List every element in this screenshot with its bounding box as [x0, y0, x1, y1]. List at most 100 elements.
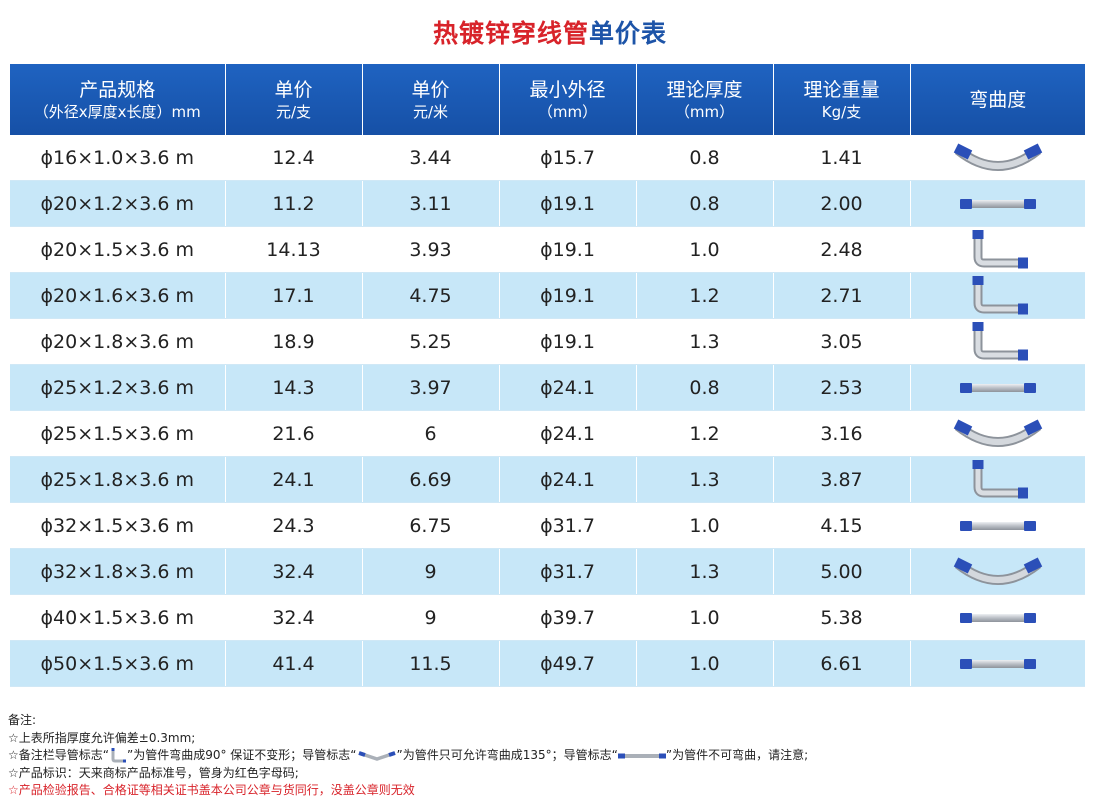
table-row: ϕ50×1.5×3.6 m 41.4 11.5 ϕ49.7 1.0 6.61 — [10, 640, 1085, 687]
price-meter-cell: 9 — [362, 594, 500, 641]
min-od-cell: ϕ31.7 — [499, 502, 637, 549]
price-meter-cell: 6.69 — [362, 456, 500, 503]
thickness-cell: 1.0 — [636, 502, 774, 549]
pipe-straight-icon — [959, 198, 1036, 209]
notes: 备注: ☆上表所指厚度允许偏差±0.3mm; ☆备注栏导管标志“ ”为管件弯曲成9… — [8, 712, 1093, 800]
bend-cell — [910, 410, 1085, 457]
table-row: ϕ20×1.8×3.6 m 18.9 5.25 ϕ19.1 1.3 3.05 — [10, 318, 1085, 365]
weight-cell: 4.15 — [773, 502, 911, 549]
thickness-cell: 1.0 — [636, 640, 774, 687]
weight-cell: 3.16 — [773, 410, 911, 457]
note-line-3: ☆产品标识：天来商标产品标准号，管身为红色字母码; — [8, 765, 299, 780]
spec-cell: ϕ20×1.5×3.6 m — [10, 226, 226, 273]
note-line-1: ☆上表所指厚度允许偏差±0.3mm; — [8, 730, 196, 745]
min-od-cell: ϕ39.7 — [499, 594, 637, 641]
thickness-cell: 0.8 — [636, 135, 774, 181]
price-meter-cell: 4.75 — [362, 272, 500, 319]
weight-cell: 3.87 — [773, 456, 911, 503]
pipe-straight-icon — [617, 753, 666, 758]
thickness-cell: 1.3 — [636, 456, 774, 503]
pipe-bend-135-icon — [953, 557, 1042, 585]
price-each-cell: 11.2 — [225, 180, 363, 227]
price-each-cell: 14.3 — [225, 364, 363, 411]
table-row: ϕ20×1.6×3.6 m 17.1 4.75 ϕ19.1 1.2 2.71 — [10, 272, 1085, 319]
price-each-cell: 18.9 — [225, 318, 363, 365]
price-each-cell: 41.4 — [225, 640, 363, 687]
weight-cell: 1.41 — [773, 135, 911, 181]
col-header-price-each: 单价 元/支 — [225, 64, 363, 135]
price-each-cell: 17.1 — [225, 272, 363, 319]
pipe-bend-135-icon — [953, 143, 1042, 171]
bend-cell — [910, 226, 1085, 273]
note-line-2: ☆备注栏导管标志“ ”为管件弯曲成90° 保证不变形；导管标志“ ”为管件只可允许弯… — [8, 747, 809, 762]
table-row: ϕ25×1.8×3.6 m 24.1 6.69 ϕ24.1 1.3 3.87 — [10, 456, 1085, 503]
price-table: 产品规格 （外径x厚度x长度）mm 单价 元/支 单价 元/米 最小外径 （mm） 理论… — [10, 64, 1085, 687]
bend-cell — [910, 364, 1085, 411]
bend-cell — [910, 180, 1085, 227]
min-od-cell: ϕ15.7 — [499, 135, 637, 181]
table-row: ϕ20×1.5×3.6 m 14.13 3.93 ϕ19.1 1.0 2.48 — [10, 226, 1085, 273]
weight-cell: 5.38 — [773, 594, 911, 641]
pipe-bend-90-icon — [972, 321, 1028, 360]
table-row: ϕ32×1.5×3.6 m 24.3 6.75 ϕ31.7 1.0 4.15 — [10, 502, 1085, 549]
price-each-cell: 12.4 — [225, 135, 363, 181]
bend-cell — [910, 318, 1085, 365]
price-each-cell: 24.1 — [225, 456, 363, 503]
col-header-price-meter: 单价 元/米 — [362, 64, 500, 135]
price-meter-cell: 9 — [362, 548, 500, 595]
table-header-row: 产品规格 （外径x厚度x长度）mm 单价 元/支 单价 元/米 最小外径 （mm） 理论… — [10, 64, 1085, 135]
note-line-4: ☆产品检验报告、合格证等相关证书盖本公司公章与货同行，没盖公章则无效 — [8, 783, 415, 797]
bend-cell — [910, 640, 1085, 687]
price-meter-cell: 11.5 — [362, 640, 500, 687]
spec-cell: ϕ16×1.0×3.6 m — [10, 135, 226, 181]
notes-heading: 备注: — [8, 713, 37, 727]
weight-cell: 5.00 — [773, 548, 911, 595]
weight-cell: 2.53 — [773, 364, 911, 411]
min-od-cell: ϕ24.1 — [499, 410, 637, 457]
bend-cell — [910, 548, 1085, 595]
table-row: ϕ25×1.2×3.6 m 14.3 3.97 ϕ24.1 0.8 2.53 — [10, 364, 1085, 411]
pipe-straight-icon — [959, 612, 1036, 623]
bend-cell — [910, 272, 1085, 319]
spec-cell: ϕ50×1.5×3.6 m — [10, 640, 226, 687]
pipe-bend-135-icon — [357, 750, 396, 761]
pipe-bend-135-icon — [953, 419, 1042, 447]
thickness-cell: 1.0 — [636, 594, 774, 641]
pipe-bend-90-icon — [972, 459, 1028, 498]
thickness-cell: 1.2 — [636, 410, 774, 457]
spec-cell: ϕ40×1.5×3.6 m — [10, 594, 226, 641]
page-title: 热镀锌穿线管单价表 — [0, 14, 1100, 50]
pipe-straight-icon — [959, 382, 1036, 393]
weight-cell: 2.00 — [773, 180, 911, 227]
spec-cell: ϕ20×1.6×3.6 m — [10, 272, 226, 319]
bend-cell — [910, 135, 1085, 181]
col-header-weight: 理论重量 Kg/支 — [773, 64, 911, 135]
price-meter-cell: 6.75 — [362, 502, 500, 549]
title-part2: 单价表 — [589, 19, 668, 48]
thickness-cell: 1.3 — [636, 318, 774, 365]
table-row: ϕ20×1.2×3.6 m 11.2 3.11 ϕ19.1 0.8 2.00 — [10, 180, 1085, 227]
weight-cell: 2.48 — [773, 226, 911, 273]
spec-cell: ϕ20×1.8×3.6 m — [10, 318, 226, 365]
spec-cell: ϕ32×1.5×3.6 m — [10, 502, 226, 549]
thickness-cell: 1.3 — [636, 548, 774, 595]
min-od-cell: ϕ19.1 — [499, 180, 637, 227]
col-header-min-od: 最小外径 （mm） — [499, 64, 637, 135]
thickness-cell: 0.8 — [636, 364, 774, 411]
price-meter-cell: 6 — [362, 410, 500, 457]
spec-cell: ϕ25×1.2×3.6 m — [10, 364, 226, 411]
min-od-cell: ϕ19.1 — [499, 272, 637, 319]
price-meter-cell: 3.11 — [362, 180, 500, 227]
min-od-cell: ϕ24.1 — [499, 456, 637, 503]
thickness-cell: 1.0 — [636, 226, 774, 273]
price-meter-cell: 3.44 — [362, 135, 500, 181]
price-each-cell: 14.13 — [225, 226, 363, 273]
min-od-cell: ϕ31.7 — [499, 548, 637, 595]
title-part1: 热镀锌穿线管 — [432, 19, 589, 48]
weight-cell: 6.61 — [773, 640, 911, 687]
pipe-bend-90-icon — [972, 229, 1028, 268]
price-each-cell: 24.3 — [225, 502, 363, 549]
table-row: ϕ16×1.0×3.6 m 12.4 3.44 ϕ15.7 0.8 1.41 — [10, 135, 1085, 181]
weight-cell: 3.05 — [773, 318, 911, 365]
min-od-cell: ϕ24.1 — [499, 364, 637, 411]
